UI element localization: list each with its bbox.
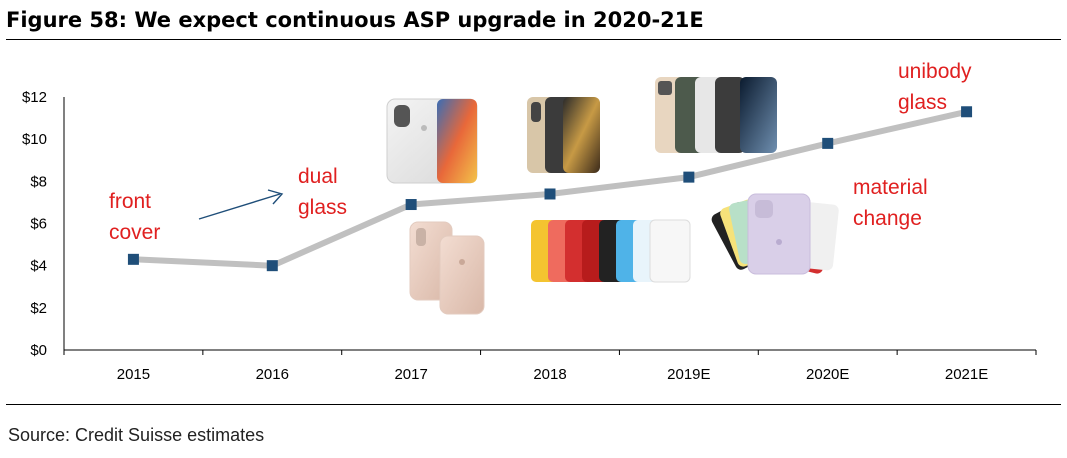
iphone-11-colors-image [711,193,839,275]
annotation-front-cover: front cover [109,190,160,244]
chart-title: Figure 58: We expect continuous ASP upgr… [6,8,704,32]
iphone-x-image [386,98,478,184]
y-tick-label: $10 [22,131,47,148]
annotation-unibody-glass: unibody glass [898,60,977,114]
data-point-marker [683,171,695,183]
x-tick-label: 2021E [945,366,988,383]
y-tick-label: $4 [30,258,47,275]
asp-series-markers [127,106,973,272]
y-tick-label: $2 [30,300,47,317]
footer-divider [6,404,1061,405]
data-point-marker [405,199,417,211]
iphone-xs-image [527,97,600,173]
x-tick-label: 2016 [256,366,289,383]
y-tick-label: $6 [30,216,47,233]
x-tick-label: 2017 [394,366,427,383]
y-tick-label: $12 [22,89,47,106]
arrow-icon [198,189,284,220]
iphone-8-image [409,221,485,315]
x-tick-label: 2019E [667,366,710,383]
data-point-marker [822,137,834,149]
y-tick-label: $8 [30,173,47,190]
source-note: Source: Credit Suisse estimates [8,425,265,445]
data-point-marker [266,260,278,272]
annotation-dual-glass: dual glass [298,165,347,219]
title-divider [6,39,1061,40]
x-tick-label: 2020E [806,366,849,383]
x-tick-label: 2015 [117,366,150,383]
data-point-marker [961,106,973,118]
iphone-11-pro-lineup-image [655,77,777,153]
data-point-marker [544,188,556,200]
annotation-material-change: material change [853,176,934,230]
x-tick-label: 2018 [533,366,566,383]
x-axis-ticks: 2015 2016 2017 2018 2019E 2020E 2021E [63,350,1037,383]
iphone-xr-lineup-image [531,219,691,283]
y-tick-label: $0 [30,342,47,359]
y-axis-ticks: $0 $2 $4 $6 $8 $10 $12 [22,89,47,359]
data-point-marker [127,253,139,265]
